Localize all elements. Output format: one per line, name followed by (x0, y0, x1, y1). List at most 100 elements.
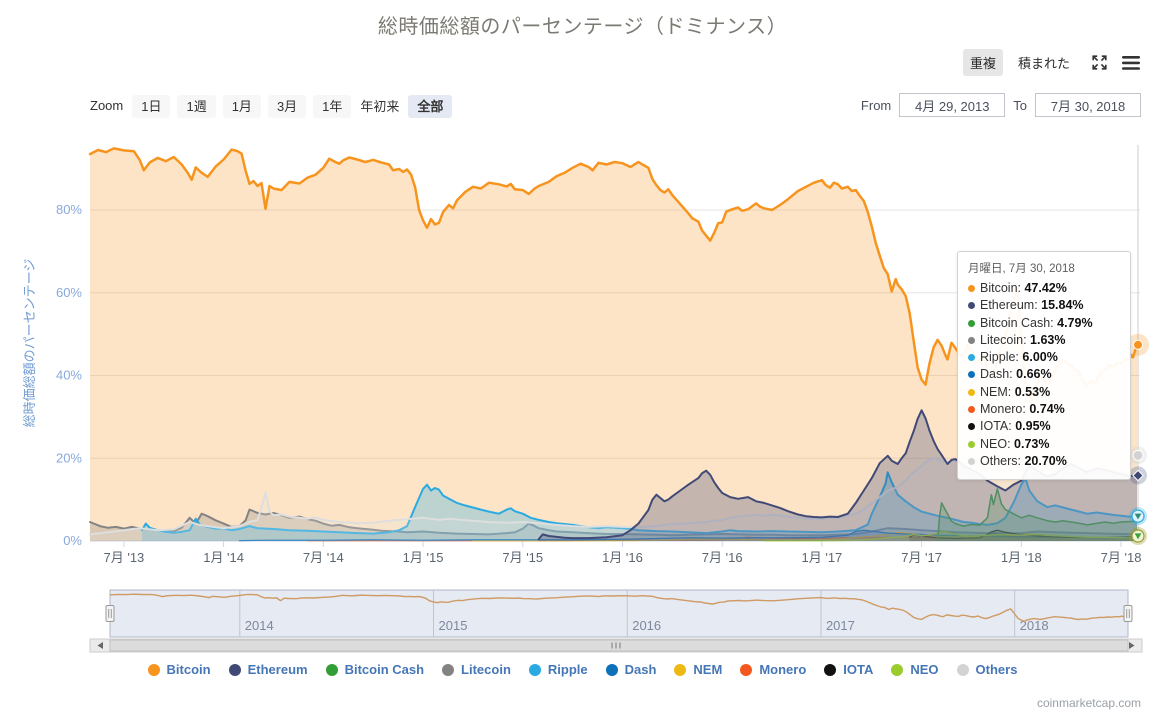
legend-item-Litecoin[interactable]: Litecoin (442, 662, 511, 677)
legend-item-IOTA[interactable]: IOTA (824, 662, 873, 677)
view-toggle: 重複 積まれた (962, 49, 1141, 76)
legend-item-Others[interactable]: Others (956, 662, 1017, 677)
chart-tooltip: 月曜日, 7月 30, 2018 Bitcoin: 47.42% Ethereum… (957, 251, 1131, 481)
legend-item-Bitcoin Cash[interactable]: Bitcoin Cash (325, 662, 424, 677)
legend-item-Ripple[interactable]: Ripple (528, 662, 588, 677)
zoom-button-1月[interactable]: 1月 (222, 94, 261, 118)
zoom-button-1日[interactable]: 1日 (132, 94, 171, 118)
svg-text:7月 '14: 7月 '14 (303, 550, 344, 565)
menu-icon[interactable] (1121, 53, 1141, 73)
tooltip-row-NEM: NEM: 0.53% (968, 384, 1120, 401)
legend-dot-icon (956, 663, 969, 676)
tooltip-row-IOTA: IOTA: 0.95% (968, 418, 1120, 435)
svg-text:7月 '17: 7月 '17 (901, 550, 942, 565)
tooltip-row-Bitcoin: Bitcoin: 47.42% (968, 280, 1120, 297)
legend-item-Bitcoin[interactable]: Bitcoin (147, 662, 211, 677)
legend-item-Dash[interactable]: Dash (605, 662, 656, 677)
tooltip-row-NEO: NEO: 0.73% (968, 436, 1120, 453)
svg-text:60%: 60% (56, 285, 82, 300)
zoom-label: Zoom (90, 97, 124, 113)
svg-text:1月 '17: 1月 '17 (802, 550, 843, 565)
chart-legend: Bitcoin Ethereum Bitcoin Cash Litecoin Rippl… (0, 662, 1165, 677)
navigator-year-label: 2016 (632, 618, 661, 633)
series-dot-icon (968, 457, 975, 465)
series-end-markers (1127, 333, 1149, 545)
legend-dot-icon (740, 663, 753, 676)
scrollbar-right-arrow-icon (1129, 642, 1135, 649)
tooltip-date: 月曜日, 7月 30, 2018 (968, 263, 1075, 275)
series-dot-icon (968, 423, 975, 431)
from-label: From (860, 97, 892, 113)
navigator-mask (109, 589, 1129, 638)
to-date-input[interactable] (1035, 93, 1141, 117)
date-range: From To (861, 93, 1141, 117)
legend-dot-icon (442, 663, 455, 676)
zoom-button-1週[interactable]: 1週 (177, 94, 216, 118)
legend-item-Monero[interactable]: Monero (740, 662, 806, 677)
axis-labels: 0% 20% 40% 60% 80% 7月 '13 1月 '14 7月 '14 1月 '15 7月… (22, 202, 1141, 565)
navigator[interactable]: 2014 2015 2016 2017 2018 (105, 589, 1133, 638)
tooltip-row-Ripple: Ripple: 6.00% (968, 349, 1120, 366)
svg-text:0%: 0% (63, 533, 82, 548)
svg-text:1月 '14: 1月 '14 (203, 550, 244, 565)
navigator-year-label: 2015 (439, 618, 468, 633)
tooltip-rows: Bitcoin: 47.42% Ethereum: 15.84% Bitcoin C… (968, 280, 1120, 470)
series-dot-icon (968, 388, 975, 396)
scrollbar-left-arrow-icon (97, 642, 103, 649)
navigator-year-label: 2017 (826, 618, 855, 633)
view-stacked-button[interactable]: 積まれた (1017, 56, 1070, 71)
svg-text:40%: 40% (56, 368, 82, 383)
svg-text:7月 '16: 7月 '16 (702, 550, 743, 565)
zoom-button-3月[interactable]: 3月 (267, 94, 307, 118)
series-dot-icon (968, 406, 975, 414)
tooltip-row-Others: Others: 20.70% (968, 453, 1120, 470)
legend-dot-icon (891, 663, 904, 676)
tooltip-row-Dash: Dash: 0.66% (968, 366, 1120, 383)
tooltip-row-Monero: Monero: 0.74% (968, 401, 1120, 418)
legend-dot-icon (325, 663, 338, 676)
page-title: 総時価総額のパーセンテージ（ドミナンス） (377, 16, 788, 38)
series-dash (238, 529, 1138, 542)
navigator-left-handle[interactable] (105, 605, 115, 622)
svg-text:1月 '16: 1月 '16 (602, 550, 643, 565)
legend-dot-icon (674, 663, 687, 676)
series-dot-icon (968, 302, 975, 310)
view-overlapped-button[interactable]: 重複 (962, 49, 1003, 76)
series-dot-icon (968, 319, 975, 327)
legend-item-NEO[interactable]: NEO (891, 662, 939, 677)
navigator-right-handle[interactable] (1123, 605, 1133, 622)
svg-text:7月 '13: 7月 '13 (104, 550, 145, 565)
zoom-button-年初来[interactable]: 年初来 (360, 98, 400, 114)
legend-dot-icon (605, 663, 618, 676)
legend-item-Ethereum[interactable]: Ethereum (228, 662, 308, 677)
svg-text:80%: 80% (56, 202, 82, 217)
tooltip-row-Bitcoin Cash: Bitcoin Cash: 4.79% (968, 315, 1120, 332)
fullscreen-icon[interactable] (1089, 53, 1109, 73)
svg-text:1月 '18: 1月 '18 (1001, 550, 1042, 565)
legend-dot-icon (824, 663, 837, 676)
watermark: coinmarketcap.com (1036, 696, 1141, 710)
legend-dot-icon (528, 663, 541, 676)
svg-text:20%: 20% (56, 450, 82, 465)
to-label: To (1013, 97, 1027, 113)
tooltip-row-Ethereum: Ethereum: 15.84% (968, 297, 1120, 314)
zoom-button-全部[interactable]: 全部 (408, 94, 453, 118)
navigator-year-label: 2014 (245, 618, 274, 633)
legend-dot-icon (147, 663, 160, 676)
svg-text:1月 '15: 1月 '15 (403, 550, 444, 565)
legend-item-NEM[interactable]: NEM (674, 662, 722, 677)
navigator-series-line (109, 593, 1128, 623)
series-neo (763, 530, 1138, 542)
series-bitcoin-cash (936, 488, 1138, 541)
scrollbar[interactable] (89, 638, 1143, 653)
scrollbar-thumb[interactable] (109, 639, 1129, 652)
from-date-input[interactable] (899, 93, 1006, 117)
legend-dot-icon (228, 663, 241, 676)
series-dot-icon (968, 440, 975, 448)
zoom-button-1年[interactable]: 1年 (313, 94, 352, 118)
y-axis-title: 総時価総額のパーセンテージ (22, 259, 37, 428)
series-dot-icon (968, 285, 975, 292)
series-dot-icon (968, 371, 975, 379)
